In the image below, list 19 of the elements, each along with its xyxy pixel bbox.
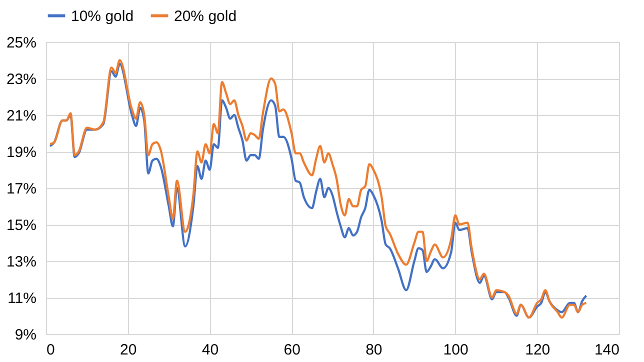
x-tick-label: 80 — [366, 342, 382, 358]
y-tick-label: 13% — [6, 254, 36, 270]
y-tick-label: 19% — [6, 144, 36, 161]
x-tick-label: 0 — [46, 342, 55, 358]
x-tick-label: 20 — [120, 342, 137, 358]
x-tick-label: 60 — [284, 342, 300, 358]
x-tick-label: 140 — [594, 342, 620, 358]
y-tick-label: 15% — [6, 217, 36, 234]
y-tick-label: 23% — [6, 71, 36, 88]
y-tick-label: 25% — [6, 34, 36, 52]
legend-label: 20% gold — [174, 8, 237, 25]
x-tick-label: 40 — [202, 342, 219, 358]
y-tick-label: 11% — [8, 290, 36, 307]
y-tick-label: 9% — [14, 326, 36, 344]
y-tick-label: 17% — [6, 180, 36, 198]
legend-label: 10% gold — [71, 8, 134, 25]
y-tick-label: 21% — [6, 108, 36, 124]
x-tick-label: 100 — [443, 342, 468, 358]
x-tick-label: 120 — [525, 342, 550, 358]
